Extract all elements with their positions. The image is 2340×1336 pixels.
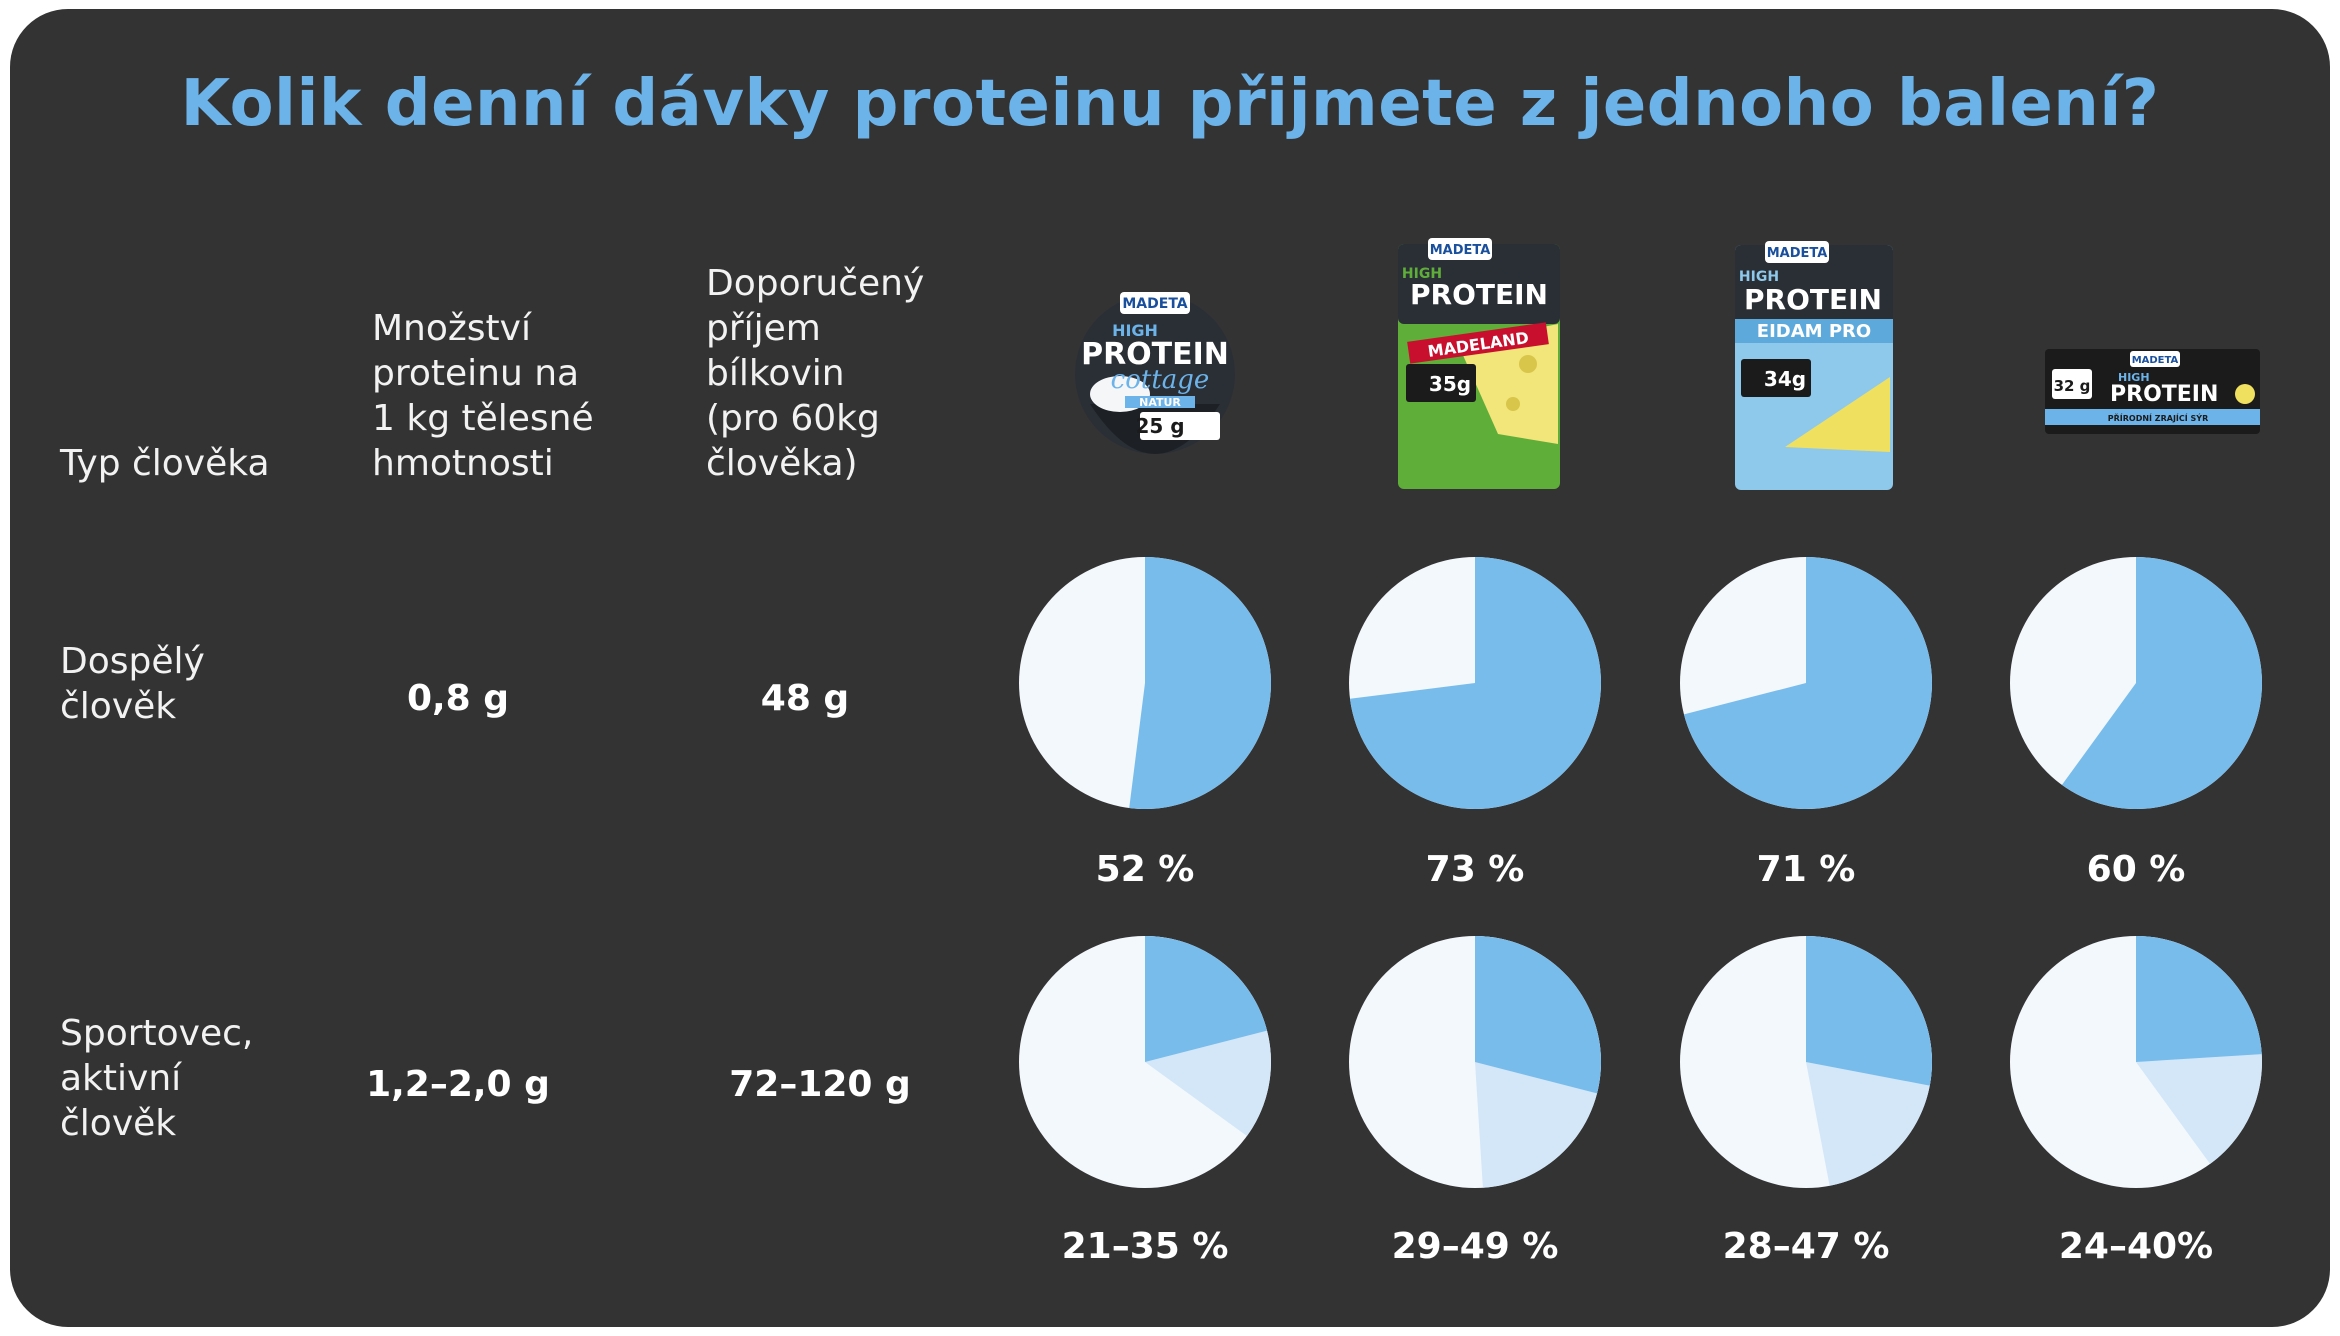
adult-amount: 0,8 g <box>406 678 510 719</box>
product-madeland-image: MADETA HIGH PROTEIN MADELAND 35g <box>1398 238 1560 489</box>
madeland-line1: HIGH <box>1402 266 1442 282</box>
pie-adult-eidam <box>1680 557 1932 809</box>
pie-adult-bar <box>2010 557 2262 809</box>
pie-label: 73 % <box>1425 849 1525 890</box>
pie-label: 71 % <box>1756 849 1856 890</box>
lemon-icon <box>2235 384 2255 404</box>
eidam-line2: PROTEIN <box>1744 283 1882 316</box>
athlete-amount: 1,2–2,0 g <box>366 1064 550 1105</box>
cottage-grams: 25 g <box>1135 414 1184 438</box>
bar-line2: PROTEIN <box>2110 382 2218 407</box>
product-eidam-image: MADETA HIGH PROTEIN EIDAM PRO 34g <box>1735 241 1893 490</box>
header-type: Typ člověka <box>60 443 270 484</box>
bar-sub: PŘÍRODNÍ ZRAJÍCÍ SÝR <box>2108 412 2209 423</box>
pie-label: 52 % <box>1095 849 1195 890</box>
bar-brand: MADETA <box>2132 355 2179 366</box>
cheese-icon <box>1458 324 1558 444</box>
madeland-line2: PROTEIN <box>1410 278 1548 311</box>
pie-adult-madeland <box>1349 557 1601 809</box>
header-amount: Množství proteinu na 1 kg tělesné hmotno… <box>372 308 594 484</box>
pie-athlete-madeland <box>1349 936 1601 1188</box>
row-label-athlete: Sportovec, aktivní člověk <box>60 1013 254 1144</box>
eidam-cheese-icon <box>1785 377 1890 452</box>
pie-slice <box>1683 557 1932 809</box>
product-bar-image: MADETA 32 g HIGH PROTEIN PŘÍRODNÍ ZRAJÍC… <box>2045 349 2260 434</box>
pie-label: 60 % <box>2086 849 2186 890</box>
page-title: Kolik denní dávky proteinu přijmete z je… <box>180 67 2160 141</box>
pie-athlete-eidam <box>1680 936 1932 1188</box>
header-intake: Doporučený příjem bílkovin (pro 60kg člo… <box>706 263 925 484</box>
pie-athlete-cottage <box>1019 936 1271 1188</box>
athlete-intake: 72–120 g <box>729 1064 911 1105</box>
pie-slice-min <box>1806 936 1932 1086</box>
pie-slice <box>1349 557 1601 809</box>
adult-intake: 48 g <box>760 678 850 719</box>
pie-label: 28–47 % <box>1722 1226 1890 1267</box>
row-label-adult: Dospělý člověk <box>60 641 205 727</box>
product-cottage-image: MADETA HIGH PROTEIN cottage NATUR 25 g <box>1075 292 1235 454</box>
pie-slice-min <box>1145 936 1268 1062</box>
pie-label: 21–35 % <box>1061 1226 1229 1267</box>
eidam-grams: 34g <box>1764 367 1806 391</box>
cottage-brand: MADETA <box>1122 296 1187 312</box>
pie-adult-cottage <box>1019 557 1271 809</box>
pie-label: 29–49 % <box>1391 1226 1559 1267</box>
infographic-panel: Kolik denní dávky proteinu přijmete z je… <box>10 9 2330 1327</box>
cottage-sub2: NATUR <box>1139 396 1181 409</box>
eidam-brand: MADETA <box>1767 246 1828 261</box>
cottage-line1: HIGH <box>1112 321 1158 340</box>
cottage-line2: PROTEIN <box>1081 337 1229 372</box>
bar-grams: 32 g <box>2054 377 2091 395</box>
pie-athlete-bar <box>2010 936 2262 1188</box>
eidam-line1: HIGH <box>1739 269 1779 285</box>
madeland-brand: MADETA <box>1430 243 1491 258</box>
pie-label: 24–40% <box>2058 1226 2214 1267</box>
pie-slice-min <box>2136 936 2262 1062</box>
cottage-sub: cottage <box>1111 365 1210 395</box>
pie-slice-min <box>1475 936 1601 1094</box>
bar-line1: HIGH <box>2118 371 2150 384</box>
madeland-grams: 35g <box>1429 372 1471 396</box>
eidam-sub: EIDAM PRO <box>1757 321 1871 342</box>
pie-slice <box>2061 557 2262 809</box>
pie-slice <box>1129 557 1271 809</box>
